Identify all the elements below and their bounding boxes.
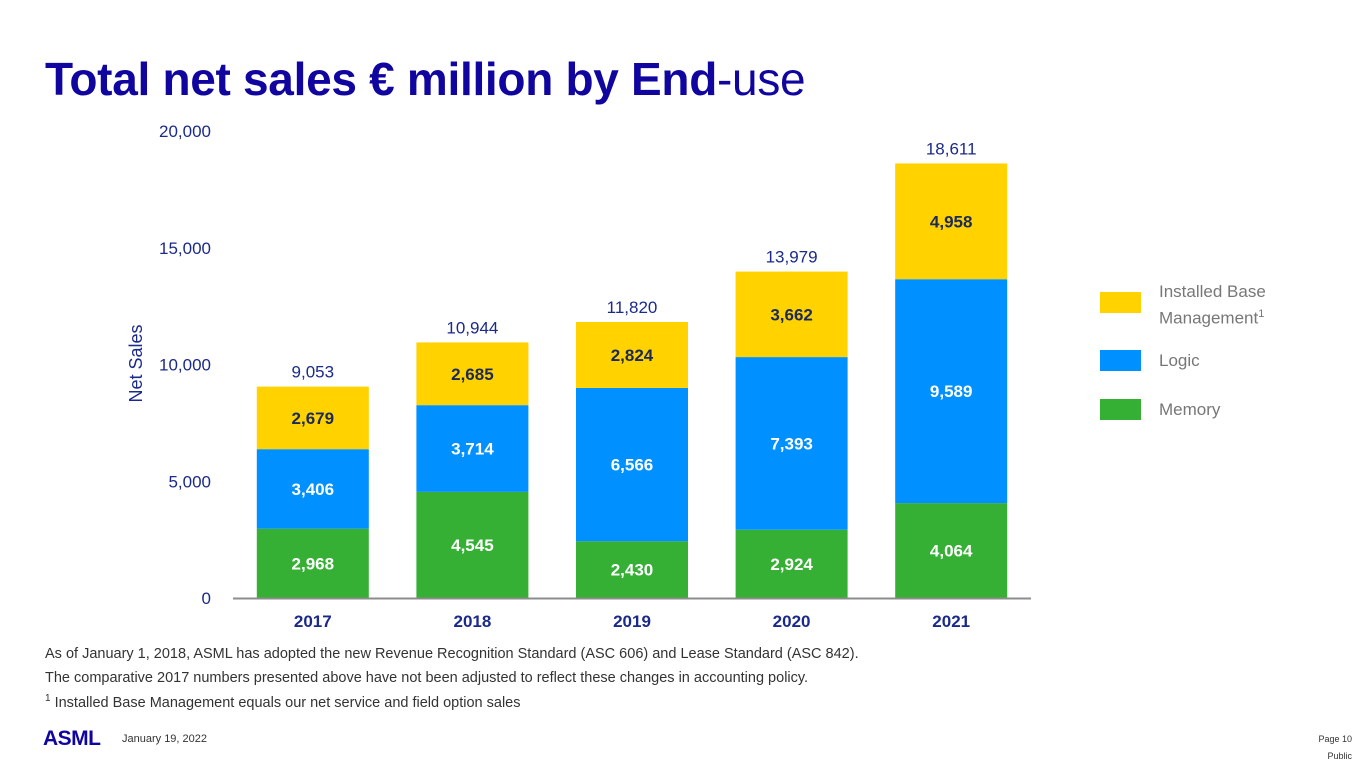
- legend-swatch-installed-base: [1100, 292, 1141, 313]
- x-tick-label: 2017: [294, 612, 332, 631]
- note-comparative-numbers: The comparative 2017 numbers presented a…: [45, 670, 809, 686]
- legend-label-installed-base: Installed Base Management1: [1159, 282, 1266, 328]
- title-bold: Total net sales € million by End: [45, 53, 718, 105]
- bar-segment-memory: [416, 491, 529, 598]
- bar-segment-installed-base-management: [256, 386, 369, 450]
- y-tick-label: 0: [202, 589, 211, 608]
- data-label-memory: 2,924: [770, 555, 813, 574]
- data-label-logic: 9,589: [930, 382, 973, 401]
- data-label-memory: 2,968: [292, 554, 335, 573]
- bar-segment-logic: [416, 405, 529, 492]
- bar-segment-installed-base-management: [895, 163, 1008, 280]
- total-label: 10,944: [446, 318, 498, 337]
- legend-item-logic: Logic: [1100, 339, 1200, 372]
- data-label-installed-base-management: 4,958: [930, 212, 973, 231]
- bar-segment-memory: [256, 528, 369, 598]
- legend-swatch-logic: [1100, 350, 1141, 371]
- data-label-logic: 7,393: [770, 434, 813, 453]
- total-label: 13,979: [766, 248, 818, 267]
- title-light: -use: [717, 53, 806, 105]
- footnotes: As of January 1, 2018, ASML has adopted …: [45, 642, 859, 712]
- bar-segment-logic: [895, 279, 1008, 504]
- legend-item-installed-base: Installed Base Management1: [1100, 280, 1266, 330]
- bar-segment-installed-base-management: [735, 271, 848, 358]
- classification-label: Public: [1327, 751, 1352, 761]
- total-label: 9,053: [292, 363, 335, 382]
- bar-segment-logic: [735, 357, 848, 530]
- bar-segment-memory: [735, 529, 848, 598]
- bar-segment-memory: [576, 541, 688, 598]
- legend-swatch-memory: [1100, 399, 1141, 420]
- total-label: 18,611: [926, 139, 977, 158]
- slide-date: January 19, 2022: [122, 733, 208, 745]
- legend-label-logic: Logic: [1159, 351, 1200, 370]
- bar-segment-installed-base-management: [576, 322, 688, 388]
- legend-label-memory: Memory: [1159, 400, 1221, 419]
- data-label-installed-base-management: 3,662: [770, 305, 813, 324]
- data-label-memory: 2,430: [611, 561, 654, 580]
- note-accounting-standard: As of January 1, 2018, ASML has adopted …: [45, 646, 859, 662]
- bar-segment-installed-base-management: [416, 342, 529, 406]
- y-tick-label: 20,000: [159, 122, 211, 141]
- total-label: 11,820: [607, 298, 658, 317]
- x-tick-label: 2018: [453, 612, 491, 631]
- data-label-logic: 3,714: [451, 440, 494, 459]
- note-installed-base-definition: 1 Installed Base Management equals our n…: [45, 693, 521, 711]
- y-tick-label: 15,000: [159, 239, 211, 258]
- data-label-logic: 6,566: [611, 456, 654, 475]
- data-label-installed-base-management: 2,685: [451, 365, 494, 384]
- data-label-installed-base-management: 2,824: [611, 346, 654, 365]
- data-label-memory: 4,064: [930, 542, 973, 561]
- slide-title: Total net sales € million by End-use: [45, 52, 806, 106]
- asml-logo: ASML: [43, 727, 101, 750]
- bar-segment-logic: [256, 449, 369, 529]
- x-tick-label: 2020: [773, 612, 811, 631]
- data-label-logic: 3,406: [292, 480, 335, 499]
- data-label-memory: 4,545: [451, 536, 494, 555]
- y-tick-label: 5,000: [168, 472, 211, 491]
- y-axis-label: Net Sales: [126, 324, 146, 402]
- y-tick-label: 10,000: [159, 356, 211, 375]
- legend-item-memory: Memory: [1100, 388, 1220, 421]
- x-tick-label: 2021: [932, 612, 970, 631]
- bar-segment-memory: [895, 503, 1008, 598]
- bar-segment-logic: [576, 387, 688, 542]
- data-label-installed-base-management: 2,679: [292, 409, 335, 428]
- x-tick-label: 2019: [613, 612, 651, 631]
- page-number: Page 10: [1318, 734, 1352, 744]
